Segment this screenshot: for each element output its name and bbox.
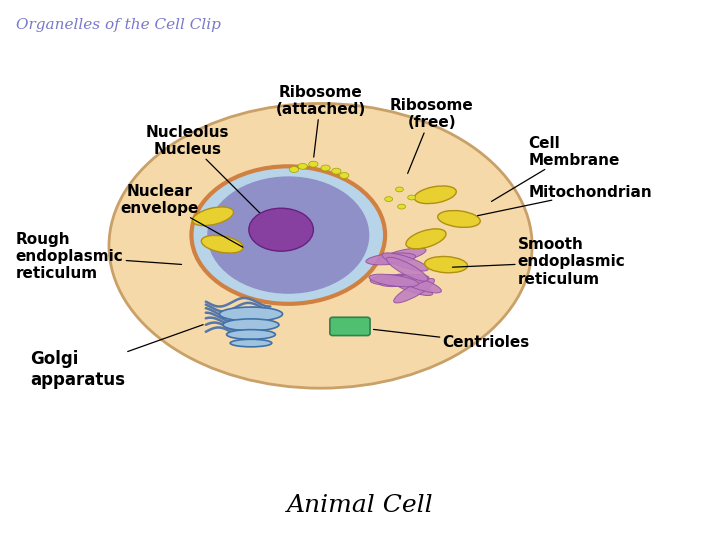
Ellipse shape [370,275,420,286]
Ellipse shape [208,177,369,293]
Text: Nucleolus
Nucleus: Nucleolus Nucleus [146,125,261,214]
Ellipse shape [408,195,415,200]
Ellipse shape [340,172,349,178]
Ellipse shape [387,276,433,295]
Ellipse shape [384,197,392,201]
Ellipse shape [220,307,282,321]
Ellipse shape [387,257,428,281]
Text: Nuclear
envelope: Nuclear envelope [120,184,243,247]
Text: Golgi
apparatus: Golgi apparatus [30,325,203,389]
Ellipse shape [230,339,271,347]
Ellipse shape [227,329,275,339]
Ellipse shape [396,274,441,293]
Ellipse shape [309,161,318,167]
Ellipse shape [366,253,415,265]
Ellipse shape [249,208,313,251]
Text: Ribosome
(attached): Ribosome (attached) [276,85,366,157]
Ellipse shape [192,207,233,226]
Ellipse shape [379,274,429,287]
Ellipse shape [332,168,341,174]
Ellipse shape [192,166,385,304]
Ellipse shape [369,274,418,287]
Text: Organelles of the Cell Clip: Organelles of the Cell Clip [16,17,220,31]
Ellipse shape [202,235,243,253]
Text: Rough
endoplasmic
reticulum: Rough endoplasmic reticulum [16,232,181,281]
Text: Cell
Membrane: Cell Membrane [492,136,620,201]
Ellipse shape [406,229,446,249]
Text: Centrioles: Centrioles [374,329,530,350]
Ellipse shape [397,204,405,209]
Text: Ribosome
(free): Ribosome (free) [390,98,474,173]
FancyBboxPatch shape [330,318,370,335]
Ellipse shape [438,211,480,227]
Ellipse shape [394,279,434,303]
Ellipse shape [223,319,279,330]
Ellipse shape [298,164,307,169]
Text: Smooth
endoplasmic
reticulum: Smooth endoplasmic reticulum [452,237,626,287]
Ellipse shape [425,256,467,273]
Ellipse shape [395,187,403,192]
Ellipse shape [109,104,532,388]
Ellipse shape [289,166,299,172]
Ellipse shape [382,253,428,271]
Ellipse shape [378,248,426,264]
Ellipse shape [414,186,456,204]
Ellipse shape [321,165,330,171]
Text: Mitochondrian: Mitochondrian [477,185,652,215]
Text: Animal Cell: Animal Cell [287,494,433,517]
